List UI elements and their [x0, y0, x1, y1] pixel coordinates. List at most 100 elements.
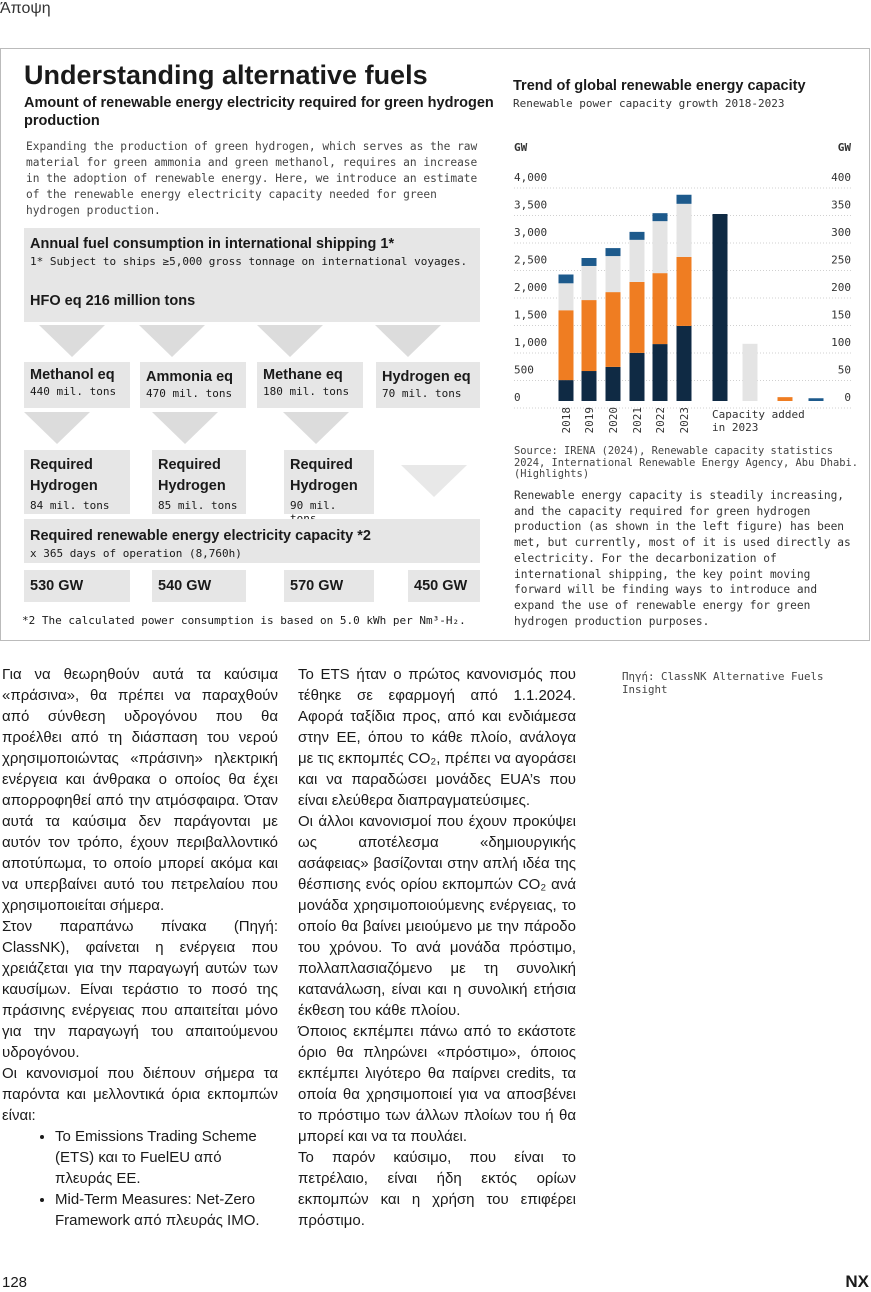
- bar-segment: [605, 292, 621, 367]
- chart-title: Trend of global renewable energy capacit…: [513, 78, 806, 94]
- bar-segment: [652, 221, 668, 274]
- y-tick-label: 1,000: [514, 336, 547, 349]
- chart-source: Source: IRENA (2024), Renewable capacity…: [514, 445, 859, 480]
- arrow: [283, 412, 349, 444]
- fuel-amount: 440 mil. tons: [30, 385, 117, 398]
- arrow: [39, 325, 105, 357]
- paragraph: Στον παραπάνω πίνακα (Πηγή: ClassNK), φα…: [2, 918, 278, 1061]
- paragraph: Το ETS ήταν ο πρώτος κανονισμός που τέθη…: [298, 666, 576, 809]
- y-tick-label: 4,000: [514, 171, 547, 184]
- article-column: Το ETS ήταν ο πρώτος κανονισμός που τέθη…: [298, 664, 576, 1231]
- bar-segment: [676, 203, 692, 257]
- y-tick-label: 0: [514, 391, 521, 404]
- hydrogen-label: Required Hydrogen: [158, 457, 226, 494]
- capacity-value: 450 GW: [408, 570, 480, 602]
- bar-segment: [652, 344, 668, 401]
- added-label: Capacity added in 2023: [712, 408, 805, 434]
- arrow: [257, 325, 323, 357]
- bar-segment: [581, 258, 597, 266]
- x-tick-label: 2021: [631, 407, 644, 434]
- bar-segment: [629, 239, 645, 282]
- fuel-name: Hydrogen eq: [382, 369, 471, 385]
- bar-segment: [605, 248, 621, 257]
- chart-subtitle: Renewable power capacity growth 2018-202…: [513, 97, 785, 110]
- y2-tick-label: 200: [831, 281, 851, 294]
- paragraph: Οι άλλοι κανονισμοί που έχουν προκύψει ω…: [298, 813, 576, 1019]
- bar-segment: [558, 380, 574, 401]
- infographic-title: Understanding alternative fuels: [24, 60, 428, 90]
- y-tick-label: 3,500: [514, 199, 547, 212]
- capacity-value: 530 GW: [24, 570, 130, 602]
- bar-segment: [629, 281, 645, 353]
- article-source: Πηγή: ClassNK Alternative Fuels Insight: [622, 670, 824, 696]
- hydrogen-label: Required Hydrogen: [290, 457, 358, 494]
- y-tick-label: 500: [514, 364, 534, 377]
- bullet-list: To Emissions Trading Scheme (ETS) και το…: [2, 1126, 278, 1231]
- section-label: Άποψη: [0, 0, 51, 17]
- x-tick-label: 2022: [654, 407, 667, 434]
- paragraph: Οι κανονισμοί που διέπουν σήμερα τα παρό…: [2, 1065, 278, 1124]
- fuel-name: Methane eq: [263, 367, 343, 383]
- fuel-amount: 180 mil. tons: [263, 385, 350, 398]
- bar-segment: [629, 352, 645, 401]
- consumption-note: 1* Subject to ships ≥5,000 gross tonnage…: [30, 255, 468, 268]
- consumption-total: HFO eq 216 million tons: [30, 293, 196, 309]
- arrow: [24, 412, 90, 444]
- capacity-note: x 365 days of operation (8,760h): [30, 547, 242, 560]
- x-tick-label: 2020: [607, 407, 620, 434]
- y2-tick-label: 250: [831, 254, 851, 267]
- x-tick-label: 2019: [583, 407, 596, 434]
- bar-segment: [558, 283, 574, 311]
- fuel-name: Methanol eq: [30, 367, 115, 383]
- capacity-value: 540 GW: [152, 570, 246, 602]
- hydrogen-amount: 84 mil. tons: [30, 499, 110, 512]
- bar-segment: [629, 231, 645, 240]
- brand: NX: [845, 1272, 869, 1291]
- article-column: Για να θεωρηθούν αυτά τα καύσιμα «πράσιν…: [2, 664, 278, 1231]
- bar-segment: [581, 265, 597, 301]
- hydrogen-label: Required Hydrogen: [30, 457, 98, 494]
- bullet-item: To Emissions Trading Scheme (ETS) και το…: [55, 1126, 278, 1189]
- bar-segment: [558, 274, 574, 284]
- arrow: [375, 325, 441, 357]
- capacity-value: 570 GW: [284, 570, 374, 602]
- paragraph: Το παρόν καύσιμο, που είναι το πετρέλαιο…: [298, 1149, 576, 1229]
- x-tick-label: 2023: [678, 407, 691, 434]
- y-tick-label: 3,000: [514, 226, 547, 239]
- footnote: *2 The calculated power consumption is b…: [22, 614, 466, 627]
- bar-segment: [605, 366, 621, 401]
- bar-segment: [581, 300, 597, 372]
- chart: GW GW 05001,0001,5002,0002,5003,0003,500…: [514, 141, 852, 434]
- added-bar: [808, 398, 824, 401]
- bar-segment: [652, 213, 668, 222]
- fuel-amount: 70 mil. tons: [382, 387, 462, 400]
- capacity-panel: [24, 519, 480, 563]
- paragraph: Όποιος εκπέμπει πάνω από το εκάστοτε όρι…: [298, 1023, 576, 1145]
- fuel-box: Methane eq 180 mil. tons: [257, 362, 363, 408]
- added-bar: [777, 397, 793, 401]
- bar-segment: [676, 256, 692, 326]
- infographic-subtitle: Amount of renewable energy electricity r…: [24, 95, 494, 129]
- fuel-box: Methanol eq 440 mil. tons: [24, 362, 130, 408]
- page-number: 128: [2, 1274, 28, 1291]
- added-bar: [742, 343, 758, 401]
- consumption-panel: [24, 228, 480, 322]
- hydrogen-box: Required Hydrogen 84 mil. tons: [24, 450, 130, 514]
- y2-tick-label: 400: [831, 171, 851, 184]
- x-tick-label: 2018: [560, 407, 573, 434]
- capacity-title: Required renewable energy electricity ca…: [30, 528, 371, 544]
- bar-segment: [605, 256, 621, 293]
- bar-segment: [581, 371, 597, 401]
- bar-segment: [652, 273, 668, 345]
- y2-tick-label: 350: [831, 199, 851, 212]
- y2-axis-label: GW: [838, 141, 852, 154]
- y2-tick-label: 300: [831, 226, 851, 239]
- y-axis-label: GW: [514, 141, 528, 154]
- arrow: [152, 412, 218, 444]
- bullet-item: Mid-Term Measures: Net-Zero Framework απ…: [55, 1189, 278, 1231]
- fuel-box: Ammonia eq 470 mil. tons: [140, 362, 246, 408]
- y2-tick-label: 0: [844, 391, 851, 404]
- y2-tick-label: 150: [831, 309, 851, 322]
